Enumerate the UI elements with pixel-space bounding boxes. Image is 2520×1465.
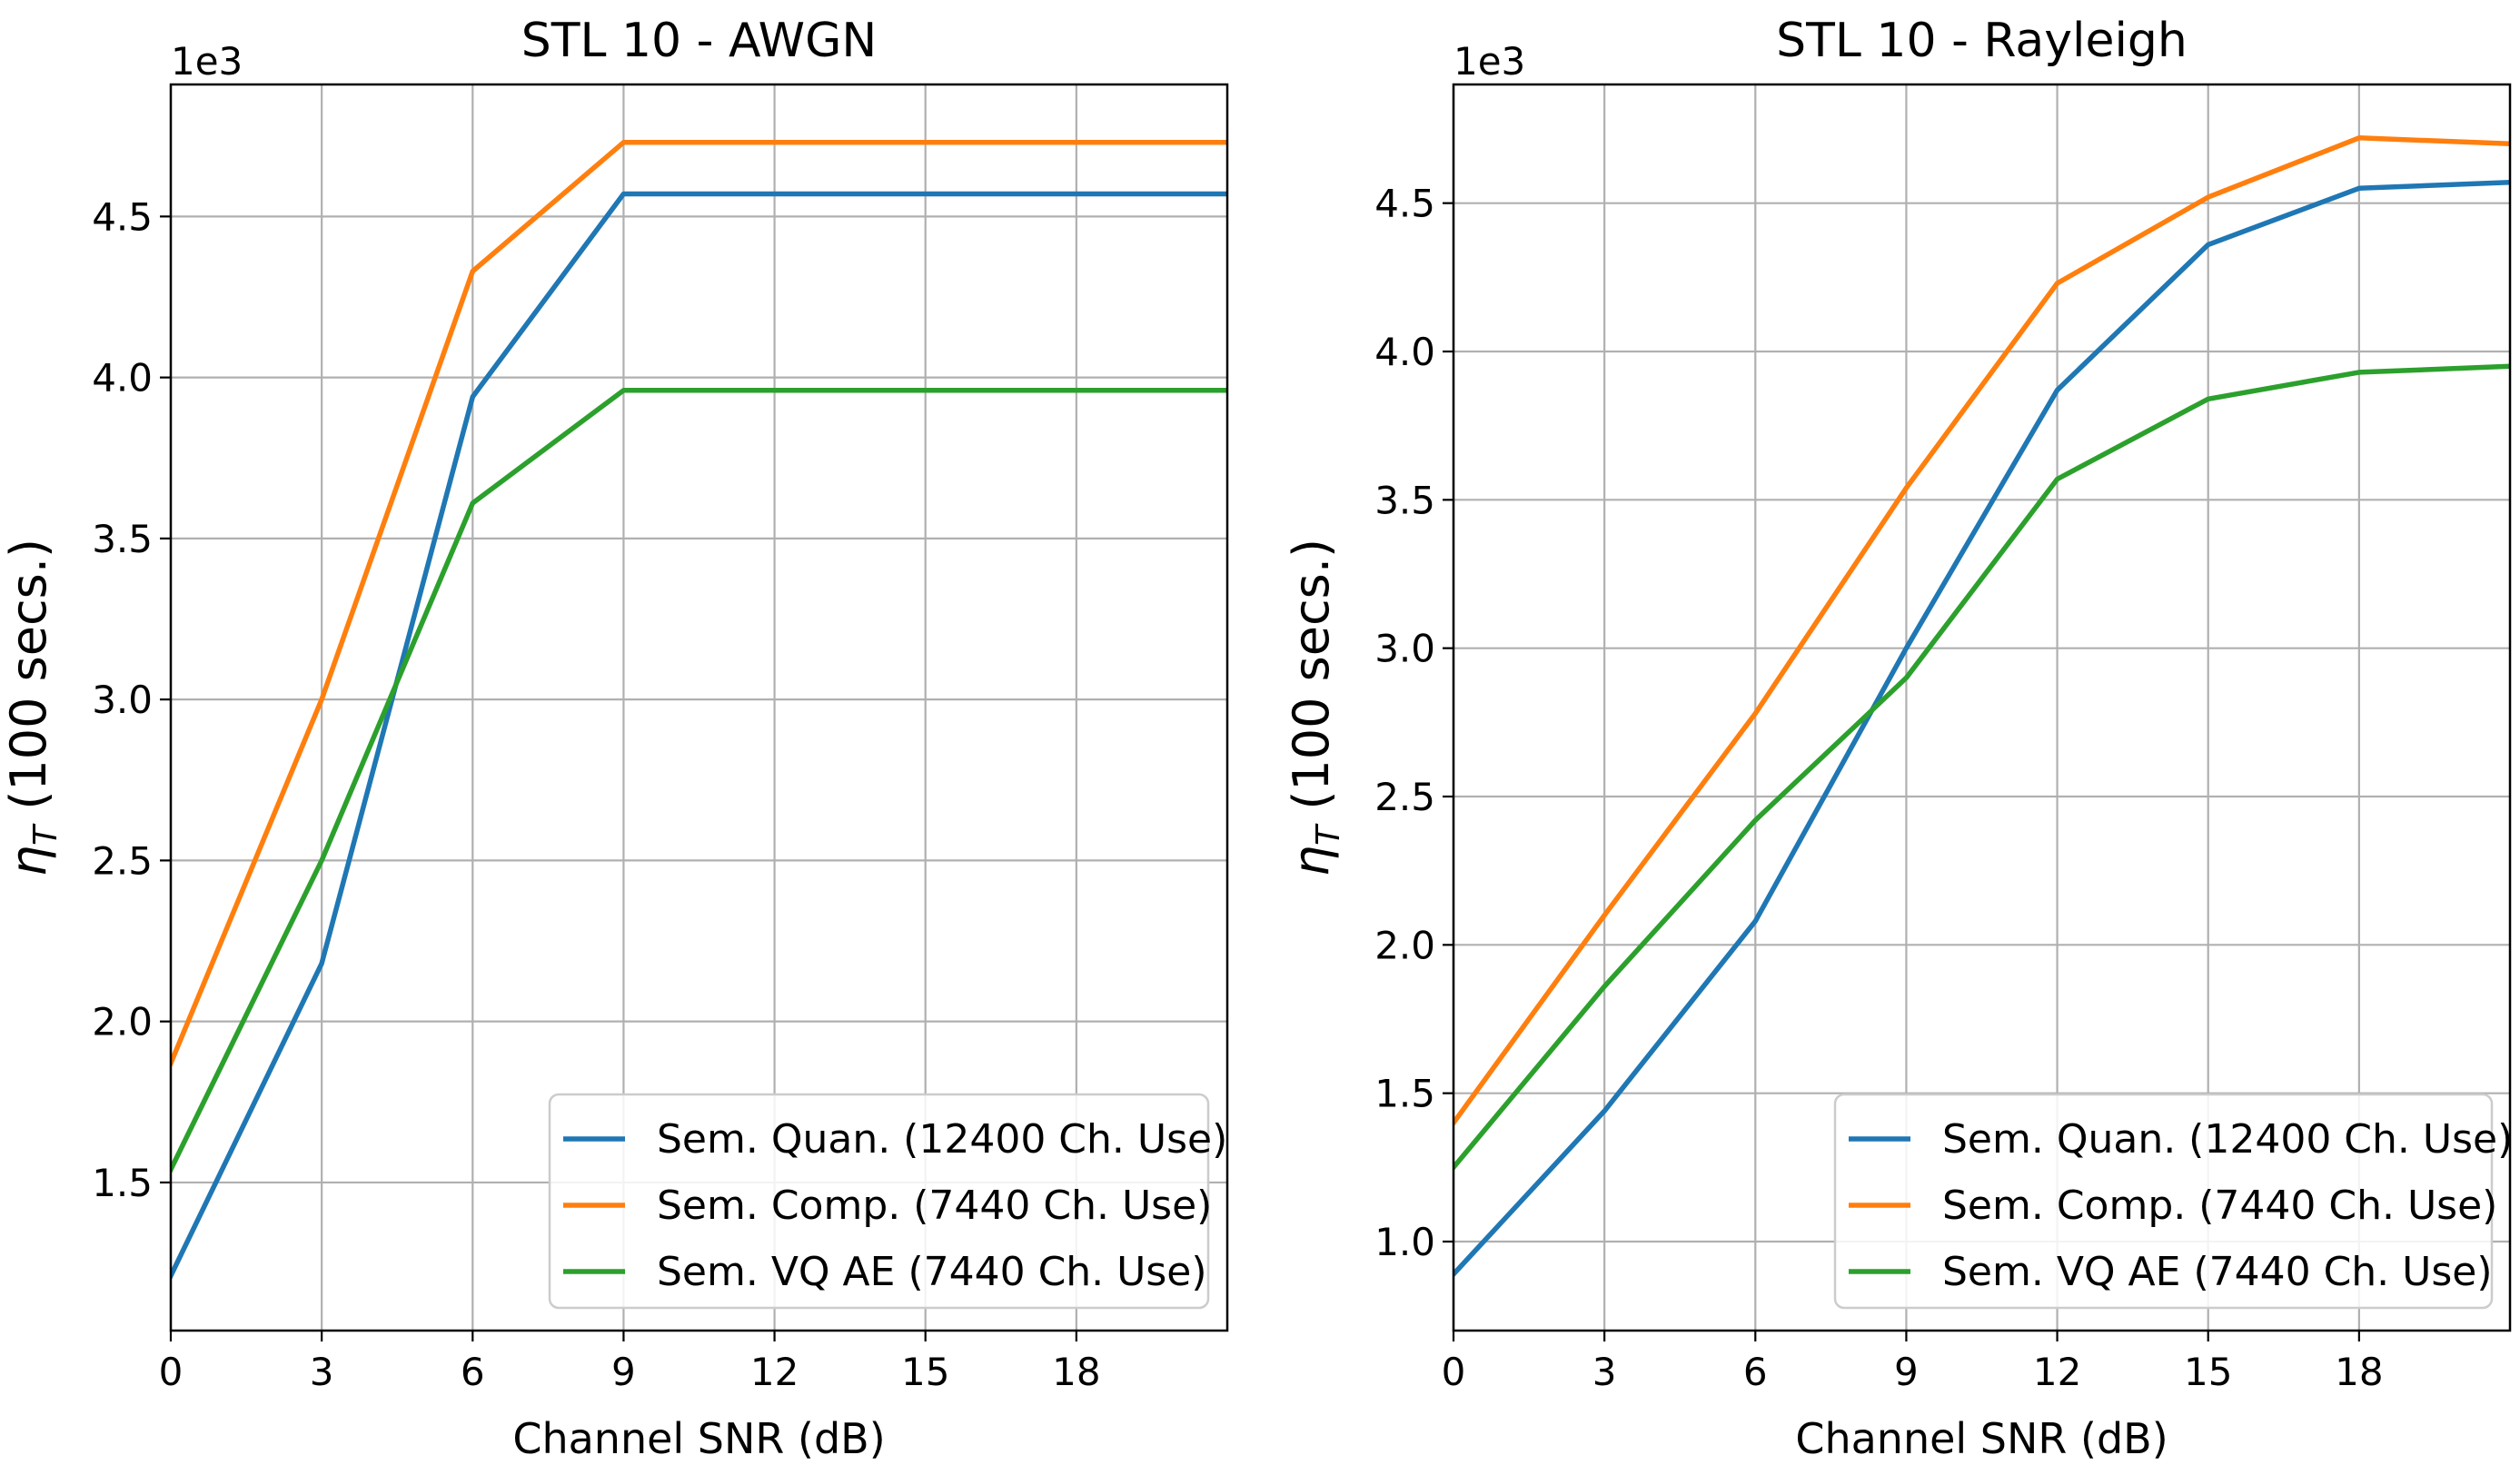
axis-ticks: 0 3 6 9 12 15 18 1.5 2.0 2.5 3.0 3.5 4.0 4.5 — [92, 194, 1100, 1394]
legend-label-1: Sem. Comp. (7440 Ch. Use) — [657, 1183, 1212, 1229]
x-tick-label: 0 — [1442, 1350, 1466, 1394]
y-axis-label: ηT (100 secs.) — [1283, 539, 1347, 876]
chart-title: STL 10 - Rayleigh — [1776, 14, 2188, 68]
legend: Sem. Quan. (12400 Ch. Use) Sem. Comp. (74… — [1833, 1093, 2513, 1310]
series-line-2 — [1453, 363, 2510, 1172]
y-axis-label-symbol: η — [0, 846, 57, 876]
series-line-2 — [171, 388, 1227, 1173]
legend: Sem. Quan. (12400 Ch. Use) Sem. Comp. (74… — [548, 1093, 1227, 1310]
y-tick-label: 2.5 — [1374, 775, 1435, 819]
y-tick-label: 2.0 — [1374, 923, 1435, 967]
series-line-1 — [1453, 135, 2510, 1127]
legend-label-1: Sem. Comp. (7440 Ch. Use) — [1942, 1183, 2497, 1229]
grid-lines — [169, 84, 1227, 1331]
y-tick-label: 2.0 — [92, 1000, 153, 1044]
y-tick-label: 4.5 — [92, 194, 153, 239]
x-tick-label: 9 — [611, 1350, 636, 1394]
chart-title: STL 10 - AWGN — [521, 14, 878, 68]
y-axis-offset-label: 1e3 — [171, 39, 243, 84]
y-tick-label: 4.5 — [1374, 182, 1435, 226]
x-tick-label: 15 — [901, 1350, 949, 1394]
legend-label-2: Sem. VQ AE (7440 Ch. Use) — [1942, 1249, 2493, 1295]
y-tick-label: 3.5 — [1374, 478, 1435, 522]
x-tick-label: 12 — [750, 1350, 799, 1394]
y-axis-label-units: (100 secs.) — [1283, 539, 1340, 826]
y-tick-label: 2.5 — [92, 838, 153, 883]
axis-ticks: 0 3 6 9 12 15 18 1.0 1.5 2.0 2.5 3.0 3.5 4.0 4.5 — [1374, 182, 2383, 1394]
series-lines — [171, 140, 1227, 1280]
y-tick-label: 3.5 — [92, 517, 153, 561]
x-axis-label: Channel SNR (dB) — [1795, 1414, 2168, 1463]
x-tick-label: 18 — [2335, 1350, 2383, 1394]
legend-label-2: Sem. VQ AE (7440 Ch. Use) — [657, 1249, 1207, 1295]
x-tick-label: 12 — [2033, 1350, 2081, 1394]
y-axis-offset-label: 1e3 — [1453, 39, 1525, 84]
series-lines — [1453, 135, 2510, 1278]
plot-frame — [169, 83, 1229, 1332]
y-axis-label-subscript: T — [1310, 823, 1347, 846]
y-tick-label: 1.5 — [1374, 1072, 1435, 1116]
y-axis-label-subscript: T — [27, 823, 64, 846]
plot-frame — [1452, 83, 2512, 1332]
y-axis-label-symbol: η — [1283, 846, 1340, 876]
legend-box — [548, 1093, 1210, 1310]
y-tick-label: 3.0 — [1374, 627, 1435, 671]
chart-awgn: 0 3 6 9 12 15 18 1.5 2.0 2.5 3.0 3.5 4.0 4.5 STL 10 -… — [0, 14, 1229, 1463]
chart-rayleigh: 0 3 6 9 12 15 18 1.0 1.5 2.0 2.5 3.0 3.5 4.0 4.5 STL 1… — [1283, 14, 2513, 1463]
y-tick-label: 4.0 — [1374, 330, 1435, 374]
y-tick-label: 1.0 — [1374, 1220, 1435, 1264]
y-tick-label: 3.0 — [92, 678, 153, 722]
legend-box — [1833, 1093, 2494, 1310]
series-line-0 — [171, 191, 1227, 1280]
series-line-0 — [1453, 180, 2510, 1278]
x-tick-label: 9 — [1894, 1350, 1919, 1394]
x-tick-label: 18 — [1052, 1350, 1100, 1394]
x-tick-label: 3 — [1592, 1350, 1617, 1394]
x-axis-label: Channel SNR (dB) — [512, 1414, 885, 1463]
x-tick-label: 3 — [310, 1350, 334, 1394]
y-tick-label: 1.5 — [92, 1161, 153, 1205]
legend-label-0: Sem. Quan. (12400 Ch. Use) — [657, 1116, 1227, 1163]
x-tick-label: 15 — [2184, 1350, 2232, 1394]
y-axis-label-units: (100 secs.) — [0, 539, 57, 826]
x-tick-label: 6 — [461, 1350, 485, 1394]
series-line-1 — [171, 140, 1227, 1067]
x-tick-label: 6 — [1743, 1350, 1768, 1394]
y-tick-label: 4.0 — [92, 356, 153, 401]
legend-label-0: Sem. Quan. (12400 Ch. Use) — [1942, 1116, 2513, 1163]
y-axis-label: ηT (100 secs.) — [0, 539, 64, 876]
x-tick-label: 0 — [159, 1350, 184, 1394]
